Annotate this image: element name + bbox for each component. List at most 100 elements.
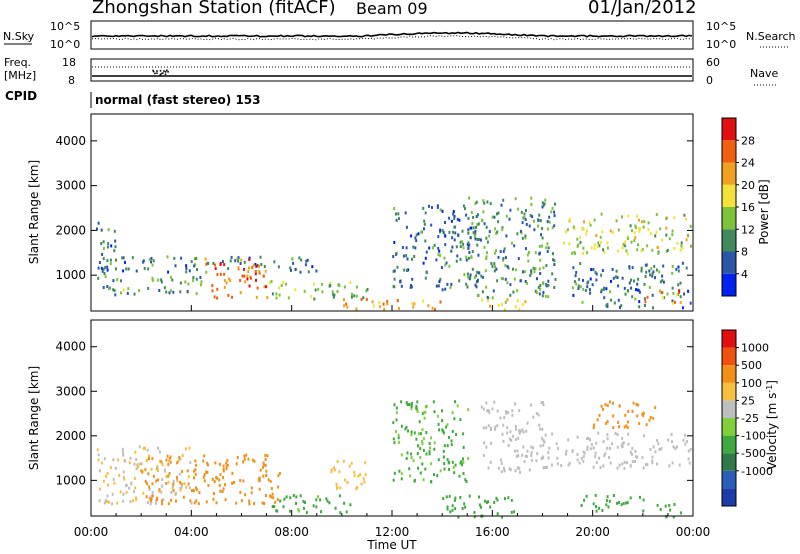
power-echo-cell — [547, 295, 550, 299]
velocity-echo-cell — [162, 498, 165, 502]
power-echo-cell — [462, 204, 465, 208]
velocity-echo-cell — [171, 484, 174, 488]
power-echo-cell — [237, 266, 240, 270]
power-echo-cell — [103, 272, 106, 275]
power-echo-cell — [133, 292, 136, 296]
velocity-echo-cell — [673, 503, 676, 506]
power-echo-cell — [428, 204, 430, 208]
velocity-echo-cell — [521, 453, 524, 457]
power-echo-cell — [579, 235, 582, 239]
power-echo-cell — [343, 304, 346, 308]
power-echo-cell — [517, 257, 520, 261]
velocity-echo-cell — [453, 498, 456, 502]
power-echo-cell — [102, 247, 105, 250]
power-echo-cell — [573, 280, 576, 284]
power-echo-cell — [590, 268, 593, 271]
power-echo-cell — [517, 207, 520, 211]
power-echo-cell — [395, 212, 397, 216]
velocity-echo-cell — [606, 437, 609, 441]
velocity-echo-cell — [168, 472, 171, 475]
power-echo-cell — [603, 250, 606, 254]
power-echo-cell — [553, 210, 556, 214]
velocity-echo-cell — [133, 462, 136, 466]
power-echo-cell — [521, 270, 524, 274]
velocity-echo-cell — [410, 404, 413, 408]
velocity-echo-cell — [462, 457, 464, 461]
velocity-echo-cell — [620, 444, 623, 448]
power-echo-cell — [152, 259, 155, 263]
velocity-echo-cell — [320, 510, 323, 514]
power-echo-cell — [546, 227, 549, 231]
velocity-echo-cell — [589, 447, 592, 451]
freq-sample — [164, 71, 167, 73]
power-echo-cell — [205, 262, 208, 266]
power-echo-cell — [463, 273, 466, 277]
power-echo-cell — [504, 308, 506, 312]
power-echo-cell — [185, 267, 188, 270]
power-echo-cell — [492, 289, 495, 293]
velocity-echo-cell — [174, 492, 177, 495]
power-echo-cell — [506, 281, 509, 285]
power-echo-cell — [554, 202, 556, 206]
power-echo-cell — [533, 270, 536, 274]
power-echo-cell — [462, 246, 465, 250]
power-echo-cell — [106, 265, 109, 269]
power-echo-cell — [477, 253, 480, 257]
velocity-echo-cell — [582, 459, 585, 463]
velocity-echo-cell — [181, 470, 184, 474]
velocity-echo-cell — [642, 411, 645, 415]
velocity-echo-cell — [592, 502, 595, 506]
velocity-echo-cell — [442, 429, 445, 433]
noise-panel: N.Sky 10^5 10^0 10^5 10^0 N.Search — [3, 20, 796, 51]
power-echo-cell — [687, 289, 690, 293]
velocity-echo-cell — [592, 446, 595, 450]
power-echo-cell — [532, 266, 535, 270]
colorbar-swatch — [722, 365, 736, 383]
velocity-echo-cell — [112, 477, 115, 481]
power-echo-cell — [143, 267, 146, 270]
velocity-echo-cell — [158, 489, 161, 493]
velocity-echo-cell — [596, 418, 599, 422]
power-echo-cell — [114, 245, 117, 249]
power-echo-cell — [106, 259, 109, 263]
velocity-echo-cell — [606, 404, 609, 408]
colorbar-swatch — [722, 488, 736, 506]
velocity-echo-cell — [519, 470, 521, 474]
power-echo-cell — [475, 225, 477, 229]
x-tick-label: 00:00 — [676, 525, 711, 539]
power-echo-cell — [630, 240, 633, 244]
power-echo-cell — [494, 265, 496, 269]
power-echo-cell — [351, 292, 353, 296]
velocity-echo-cell — [258, 487, 261, 491]
velocity-echo-cell — [129, 500, 132, 504]
colorbar-swatch — [722, 273, 736, 296]
power-echo-cell — [405, 254, 408, 258]
power-echo-cell — [147, 267, 150, 271]
power-echo-cell — [157, 278, 160, 282]
power-echo-cell — [617, 284, 620, 288]
power-echo-cell — [243, 267, 245, 271]
power-echo-cell — [603, 287, 605, 291]
velocity-echo-cell — [98, 487, 101, 491]
freq-panel: Freq. [MHz] 18 8 60 0 Nave CPID normal (… — [4, 56, 778, 108]
power-echo-cell — [545, 282, 547, 286]
power-echo-cell — [475, 274, 478, 278]
power-echo-cell — [458, 218, 461, 222]
power-echo-cell — [638, 305, 641, 309]
velocity-echo-cell — [634, 449, 637, 453]
velocity-echo-cell — [146, 501, 149, 505]
velocity-echo-cell — [652, 445, 655, 449]
velocity-echo-cell — [541, 427, 544, 431]
power-echo-cell — [643, 282, 646, 286]
velocity-echo-cell — [147, 472, 150, 476]
power-echo-cell — [643, 220, 646, 224]
velocity-echo-cell — [502, 466, 505, 470]
power-echo-cell — [456, 217, 459, 221]
power-echo-cell — [593, 247, 596, 251]
velocity-echo-cell — [448, 435, 450, 439]
power-echo-cell — [481, 290, 484, 294]
power-echo-cell — [100, 242, 103, 246]
power-echo-cell — [488, 234, 491, 238]
velocity-echo-cell — [207, 483, 210, 487]
velocity-echo-cell — [629, 496, 632, 500]
